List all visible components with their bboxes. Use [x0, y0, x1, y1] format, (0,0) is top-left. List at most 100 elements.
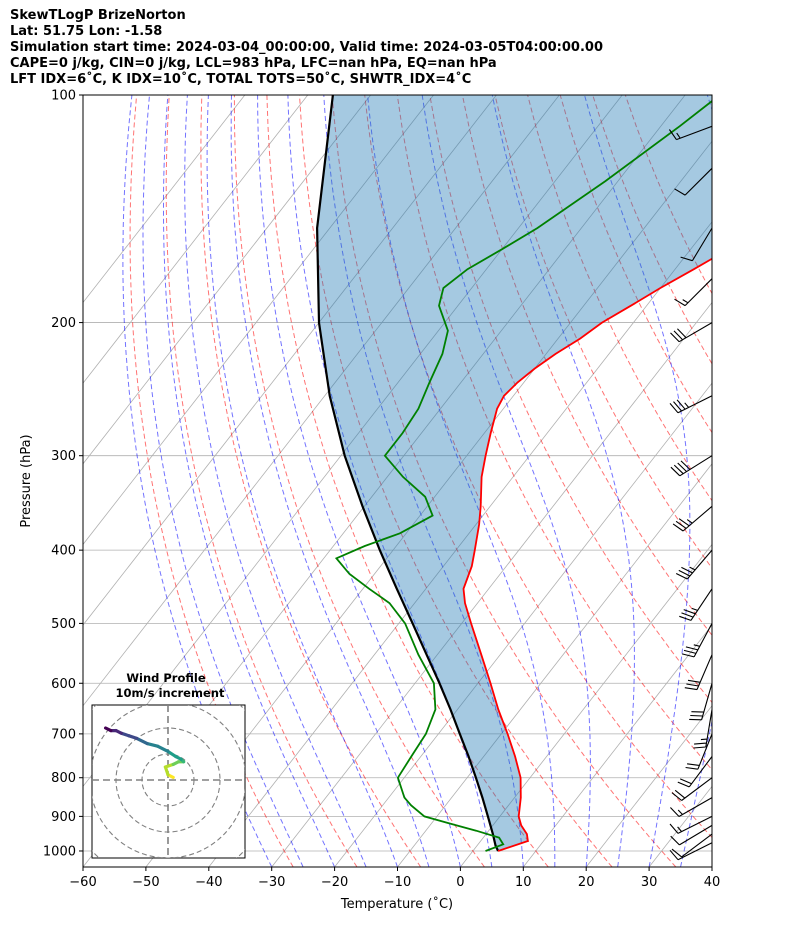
x-tick-label: −30 — [258, 875, 285, 890]
title-line-2: Lat: 51.75 Lon: -1.58 — [10, 24, 163, 39]
x-tick-label: −10 — [384, 875, 411, 890]
cin-cape-shading — [317, 95, 712, 851]
y-tick-label: 500 — [51, 617, 76, 632]
wind-barb-shape — [671, 777, 713, 801]
chart-title: SkewTLogP BrizeNorton Lat: 51.75 Lon: -1… — [10, 8, 603, 88]
dry-adiabat — [200, 95, 422, 867]
wind-barb — [689, 683, 713, 721]
moist-adiabat — [122, 95, 273, 867]
isotherm-line — [334, 382, 712, 867]
wind-barb — [675, 549, 713, 580]
isotherm-line — [83, 95, 497, 626]
y-tick-label: 600 — [51, 677, 76, 692]
wind-barb — [670, 824, 713, 846]
hodograph-segment — [103, 726, 113, 733]
isotherm-line — [711, 866, 712, 867]
temperature-line — [462, 257, 712, 852]
y-tick-label: 100 — [51, 89, 76, 104]
x-tick-label: 10 — [515, 875, 532, 890]
wind-barb-shape — [670, 797, 713, 817]
dry-adiabat — [429, 95, 712, 704]
y-tick-label: 700 — [51, 727, 76, 742]
wind-barb — [670, 455, 713, 477]
moist-adiabat — [230, 95, 430, 867]
hodograph-title: Wind Profile — [126, 671, 206, 685]
hodograph-segment — [145, 741, 160, 748]
isotherm-line — [460, 543, 712, 867]
moist-adiabat — [257, 95, 461, 867]
grid-lines — [83, 95, 712, 867]
x-axis-label: Temperature (˚C) — [340, 896, 453, 912]
wind-barb-shape — [685, 733, 713, 770]
wind-barb — [670, 322, 713, 343]
wind-barb-shape — [679, 588, 713, 621]
profile-lines — [315, 95, 712, 852]
y-tick-label: 900 — [51, 810, 76, 825]
x-tick-label: −50 — [132, 875, 159, 890]
moist-adiabat — [206, 95, 398, 867]
x-tick-label: −60 — [69, 875, 96, 890]
moist-adiabat — [421, 95, 591, 867]
dry-adiabat — [494, 95, 712, 569]
moist-adiabat — [491, 95, 635, 867]
isotherm-line — [83, 95, 560, 707]
wind-barb-shape — [675, 549, 713, 580]
wind-barb-shape — [674, 278, 713, 307]
wind-barb — [693, 709, 713, 749]
title-line-3: Simulation start time: 2024-03-04_00:00:… — [10, 40, 603, 55]
dry-adiabat — [331, 95, 677, 867]
isotherm-line — [83, 95, 434, 546]
isotherm-line — [585, 705, 712, 867]
wind-barb — [679, 588, 713, 621]
y-axis-label: Pressure (hPa) — [19, 434, 34, 527]
wind-barb-shape — [669, 842, 713, 861]
title-line-1: SkewTLogP BrizeNorton — [10, 8, 186, 23]
moist-adiabat — [142, 95, 304, 867]
isotherm-line — [83, 95, 309, 384]
x-tick-label: 20 — [578, 875, 595, 890]
wind-barb — [674, 167, 713, 196]
isotherm-line — [83, 95, 246, 304]
dry-adiabat — [233, 95, 485, 867]
wind-barb-shape — [668, 125, 713, 141]
wind-barb — [685, 733, 713, 770]
wind-barb — [674, 278, 713, 307]
wind-barb-shape — [681, 623, 713, 658]
x-tick-label: 30 — [641, 875, 658, 890]
x-tick-label: 0 — [456, 875, 464, 890]
wind-barb-shape — [680, 227, 713, 262]
wind-barb-shape — [669, 815, 713, 834]
wind-barb — [669, 842, 713, 861]
isotherm-line — [83, 95, 371, 465]
wind-barb-shape — [672, 505, 713, 532]
moist-adiabat — [163, 95, 336, 867]
hodograph-subtitle: 10m/s increment — [116, 686, 225, 700]
wind-barb — [671, 777, 713, 801]
dry-adiabat — [129, 95, 294, 867]
wind-barb — [681, 623, 713, 658]
y-tick-label: 200 — [51, 316, 76, 331]
dry-adiabat — [364, 95, 712, 839]
moist-adiabat — [184, 95, 367, 867]
isotherm-line — [145, 140, 712, 867]
x-tick-label: −40 — [195, 875, 222, 890]
dry-adiabat — [527, 95, 712, 502]
wind-barb-shape — [670, 322, 713, 343]
hodograph-segment — [135, 736, 149, 746]
hodograph-inset: Wind Profile 10m/s increment — [91, 671, 246, 859]
isotherm-line — [522, 624, 712, 867]
adiabat-lines — [122, 95, 712, 867]
wind-barb-shape — [693, 709, 713, 749]
y-tick-label: 400 — [51, 544, 76, 559]
wind-barb — [680, 227, 713, 262]
wind-barb-shape — [669, 395, 713, 414]
wind-barb — [669, 395, 713, 414]
wind-barb — [677, 756, 713, 788]
wind-barbs — [668, 125, 713, 861]
isotherm-line — [271, 301, 712, 867]
wind-barb — [668, 125, 713, 141]
wind-barb — [684, 654, 713, 691]
wind-barb-shape — [670, 455, 713, 477]
axis-ticks: −60 −50 −40 −30 −20 −10 0 10 20 30 40 1000 900 800 700… — [43, 89, 720, 891]
